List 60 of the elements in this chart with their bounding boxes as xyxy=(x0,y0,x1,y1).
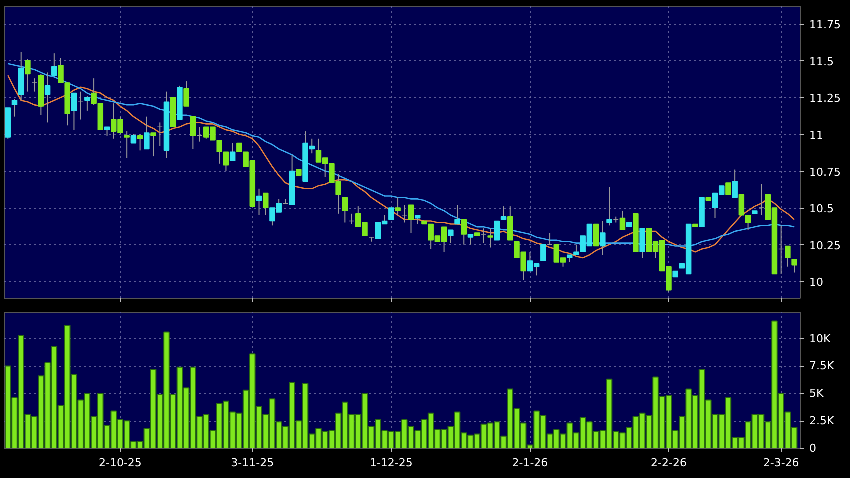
y-tick-label: 2.5K xyxy=(810,414,835,428)
y-tick-label: 5K xyxy=(810,387,824,400)
candlestick xyxy=(454,204,460,225)
candlestick xyxy=(52,53,58,76)
candlestick xyxy=(593,224,600,247)
candlestick xyxy=(124,131,130,159)
y-tick-label: 11 xyxy=(810,128,824,142)
x-tick-label: 2-3-26 xyxy=(763,456,800,470)
candlestick xyxy=(256,188,262,216)
candlestick xyxy=(778,225,784,275)
candlestick xyxy=(758,184,764,216)
y-tick-label: 11.25 xyxy=(810,92,841,106)
y-tick-label: 10.25 xyxy=(810,239,841,252)
candlestick xyxy=(196,126,203,142)
candlestick xyxy=(488,228,494,248)
candlestick xyxy=(600,220,606,256)
candlestick xyxy=(84,96,90,112)
candlestick xyxy=(402,204,408,224)
candlestick xyxy=(150,132,156,158)
candlestick xyxy=(230,142,236,162)
candlestick xyxy=(388,208,394,220)
y-tick-label: 10.5 xyxy=(810,202,834,216)
x-tick-label: 1-12-25 xyxy=(370,456,413,470)
candlestick xyxy=(494,220,500,241)
candlestick xyxy=(547,232,553,246)
y-tick-label: 10 xyxy=(810,276,824,290)
candlestick xyxy=(348,213,355,225)
x-tick-label: 2-10-25 xyxy=(99,456,142,470)
candlestick xyxy=(78,91,84,120)
candlestick xyxy=(540,244,546,262)
y-tick-label: 7.5K xyxy=(810,360,835,373)
candlestick xyxy=(468,234,474,246)
x-tick-label: 2-2-26 xyxy=(651,456,687,470)
candlestick xyxy=(137,134,144,152)
candlestick xyxy=(12,98,18,118)
candlestick xyxy=(461,219,468,246)
candlestick xyxy=(726,182,732,196)
y-tick-label: 11.5 xyxy=(810,55,834,68)
y-tick-label: 11.75 xyxy=(810,18,841,32)
x-tick-label: 3-11-25 xyxy=(231,456,274,470)
candlestick xyxy=(448,230,454,244)
candlestick xyxy=(732,169,738,198)
candlestick xyxy=(25,58,31,92)
y-tick-label: 10.75 xyxy=(810,166,841,179)
candlestick xyxy=(792,259,798,274)
candlestick xyxy=(342,197,348,224)
candlestick xyxy=(500,206,507,220)
candlestick xyxy=(144,116,150,150)
y-tick-label: 0 xyxy=(810,442,816,455)
candlestick xyxy=(395,197,401,216)
candlestick xyxy=(640,228,646,259)
candlestick xyxy=(262,192,269,216)
candlestick xyxy=(481,228,487,244)
x-tick-label: 2-1-26 xyxy=(512,456,548,470)
candlestick xyxy=(508,206,514,241)
y-tick-label: 10K xyxy=(810,332,832,346)
candlestick xyxy=(32,78,38,92)
candlestick xyxy=(184,81,190,108)
candlestick xyxy=(44,72,51,124)
candlestick xyxy=(157,122,164,147)
